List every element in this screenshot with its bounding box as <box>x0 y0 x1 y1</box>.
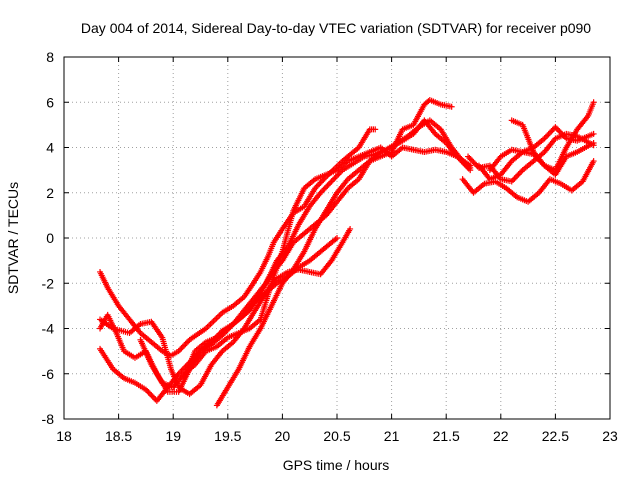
x-tick-label: 19.5 <box>214 428 241 444</box>
data-markers <box>97 96 597 409</box>
series-s12 <box>486 124 597 174</box>
x-tick-label: 18.5 <box>105 428 132 444</box>
data-marker <box>467 162 474 169</box>
x-tick-label: 22.5 <box>542 428 569 444</box>
y-tick-label: -4 <box>42 321 55 337</box>
series-s8 <box>459 158 597 205</box>
y-tick-label: 4 <box>46 140 54 156</box>
axis-ticks: 18 18.5 19 19.5 20 20.5 21 21.5 22 22.5 23-8-6-4-2… <box>42 49 618 444</box>
series-s7 <box>181 96 455 382</box>
data-marker <box>590 142 597 149</box>
x-tick-label: 20.5 <box>323 428 350 444</box>
data-marker <box>334 235 340 241</box>
x-axis-title: GPS time / hours <box>283 457 390 473</box>
x-tick-label: 21.5 <box>433 428 460 444</box>
y-tick-label: -8 <box>42 411 55 427</box>
series-s10 <box>465 130 597 185</box>
x-tick-label: 20 <box>275 428 291 444</box>
y-tick-label: 8 <box>46 49 54 65</box>
y-tick-label: 2 <box>46 185 54 201</box>
y-axis-title: SDTVAR / TECUs <box>5 182 21 294</box>
x-tick-label: 19 <box>165 428 181 444</box>
y-tick-label: -6 <box>42 366 55 382</box>
data-marker <box>448 103 455 110</box>
data-marker <box>372 126 379 133</box>
data-marker <box>590 130 597 137</box>
series-s1 <box>97 126 379 359</box>
y-tick-label: 6 <box>46 94 54 110</box>
x-tick-label: 21 <box>384 428 400 444</box>
chart-title: Day 004 of 2014, Sidereal Day-to-day VTE… <box>81 20 591 36</box>
data-marker <box>590 158 597 165</box>
x-tick-label: 23 <box>602 428 618 444</box>
x-tick-label: 18 <box>56 428 72 444</box>
data-marker <box>590 99 597 106</box>
series-s6 <box>137 144 474 391</box>
y-tick-label: 0 <box>46 230 54 246</box>
y-tick-label: -2 <box>42 275 55 291</box>
data-marker <box>347 225 354 232</box>
x-tick-label: 22 <box>493 428 509 444</box>
